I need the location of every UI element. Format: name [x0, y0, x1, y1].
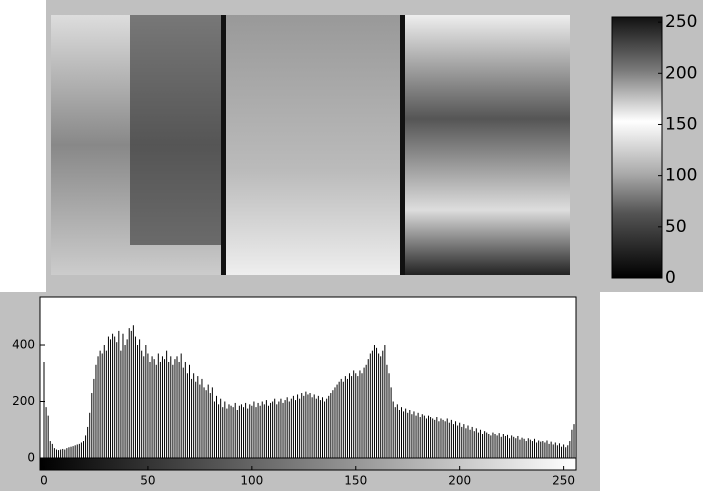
y-tick-label: 250 — [665, 12, 697, 32]
y-tick-label: 150 — [665, 114, 697, 134]
image — [405, 15, 570, 275]
x-tick-label: 150 — [344, 474, 367, 488]
image-separator — [400, 15, 405, 275]
gray-strip — [40, 458, 576, 470]
figure: 0 50 100 150 200 250 0 200 400 0 50 100 150 200 250 — [0, 0, 703, 491]
x-tick-label: 0 — [40, 474, 48, 488]
y-tick-label: 200 — [12, 394, 35, 408]
y-tick-label: 0 — [27, 451, 35, 465]
y-tick-label: 50 — [665, 217, 687, 237]
x-tick-label: 250 — [552, 474, 575, 488]
image-shade — [130, 15, 221, 245]
y-tick-label: 0 — [665, 268, 676, 288]
image — [226, 15, 400, 275]
image-separator — [221, 15, 226, 275]
x-tick-label: 50 — [140, 474, 155, 488]
x-tick-label: 200 — [448, 474, 471, 488]
x-tick-label: 100 — [240, 474, 263, 488]
y-tick-label: 100 — [665, 166, 697, 186]
y-tick-label: 200 — [665, 63, 697, 83]
y-tick-label: 400 — [12, 338, 35, 352]
colorbar — [612, 17, 662, 278]
